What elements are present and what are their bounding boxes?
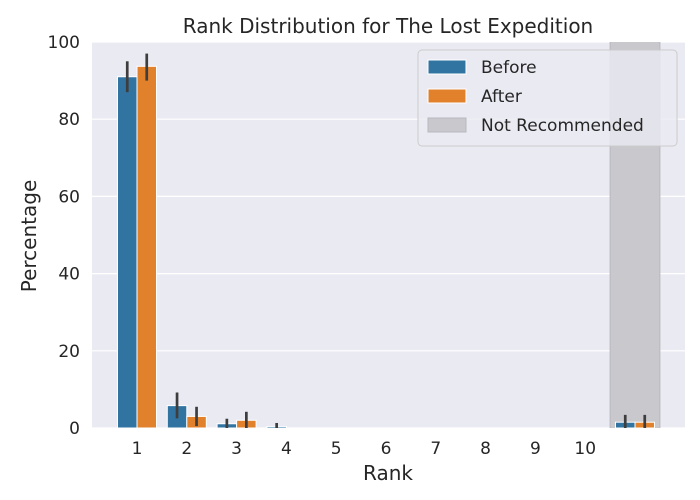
x-tick-label: 4	[281, 439, 292, 459]
error-bars	[125, 53, 647, 428]
y-tick-label: 20	[58, 342, 80, 362]
legend-label-before: Before	[481, 58, 537, 78]
x-tick-label: 2	[181, 439, 192, 459]
x-tick-label: 7	[430, 439, 441, 459]
bar-after-1	[136, 65, 157, 429]
legend-swatch-before	[427, 59, 467, 75]
chart-title: Rank Distribution for The Lost Expeditio…	[183, 14, 593, 38]
x-tick-label: 9	[530, 439, 541, 459]
y-tick-label: 0	[69, 419, 80, 439]
y-tick-label: 100	[48, 33, 80, 53]
y-tick-label: 40	[58, 265, 80, 285]
legend-box	[417, 49, 678, 147]
legend-label-after: After	[481, 87, 522, 107]
bar-before-1	[117, 76, 138, 429]
legend-label-not-recommended: Not Recommended	[481, 116, 644, 136]
y-tick-label: 80	[58, 110, 80, 130]
x-tick-label: 1	[132, 439, 143, 459]
x-tick-label: 3	[231, 439, 242, 459]
x-tick-label: 10	[574, 439, 596, 459]
x-tick-label: 5	[331, 439, 342, 459]
x-tick-labels: 1 2 3 4 5 6 7 8 9 10	[132, 439, 596, 459]
legend-swatch-after	[427, 88, 467, 104]
y-axis-label: Percentage	[17, 180, 41, 293]
legend-swatch-not-recommended	[427, 117, 467, 133]
y-tick-label: 60	[58, 187, 80, 207]
x-tick-label: 6	[381, 439, 392, 459]
legend: Before After Not Recommended	[417, 49, 678, 147]
x-tick-label: 8	[480, 439, 491, 459]
y-tick-labels: 0 20 40 60 80 100	[48, 33, 80, 439]
x-axis-label: Rank	[363, 461, 413, 485]
